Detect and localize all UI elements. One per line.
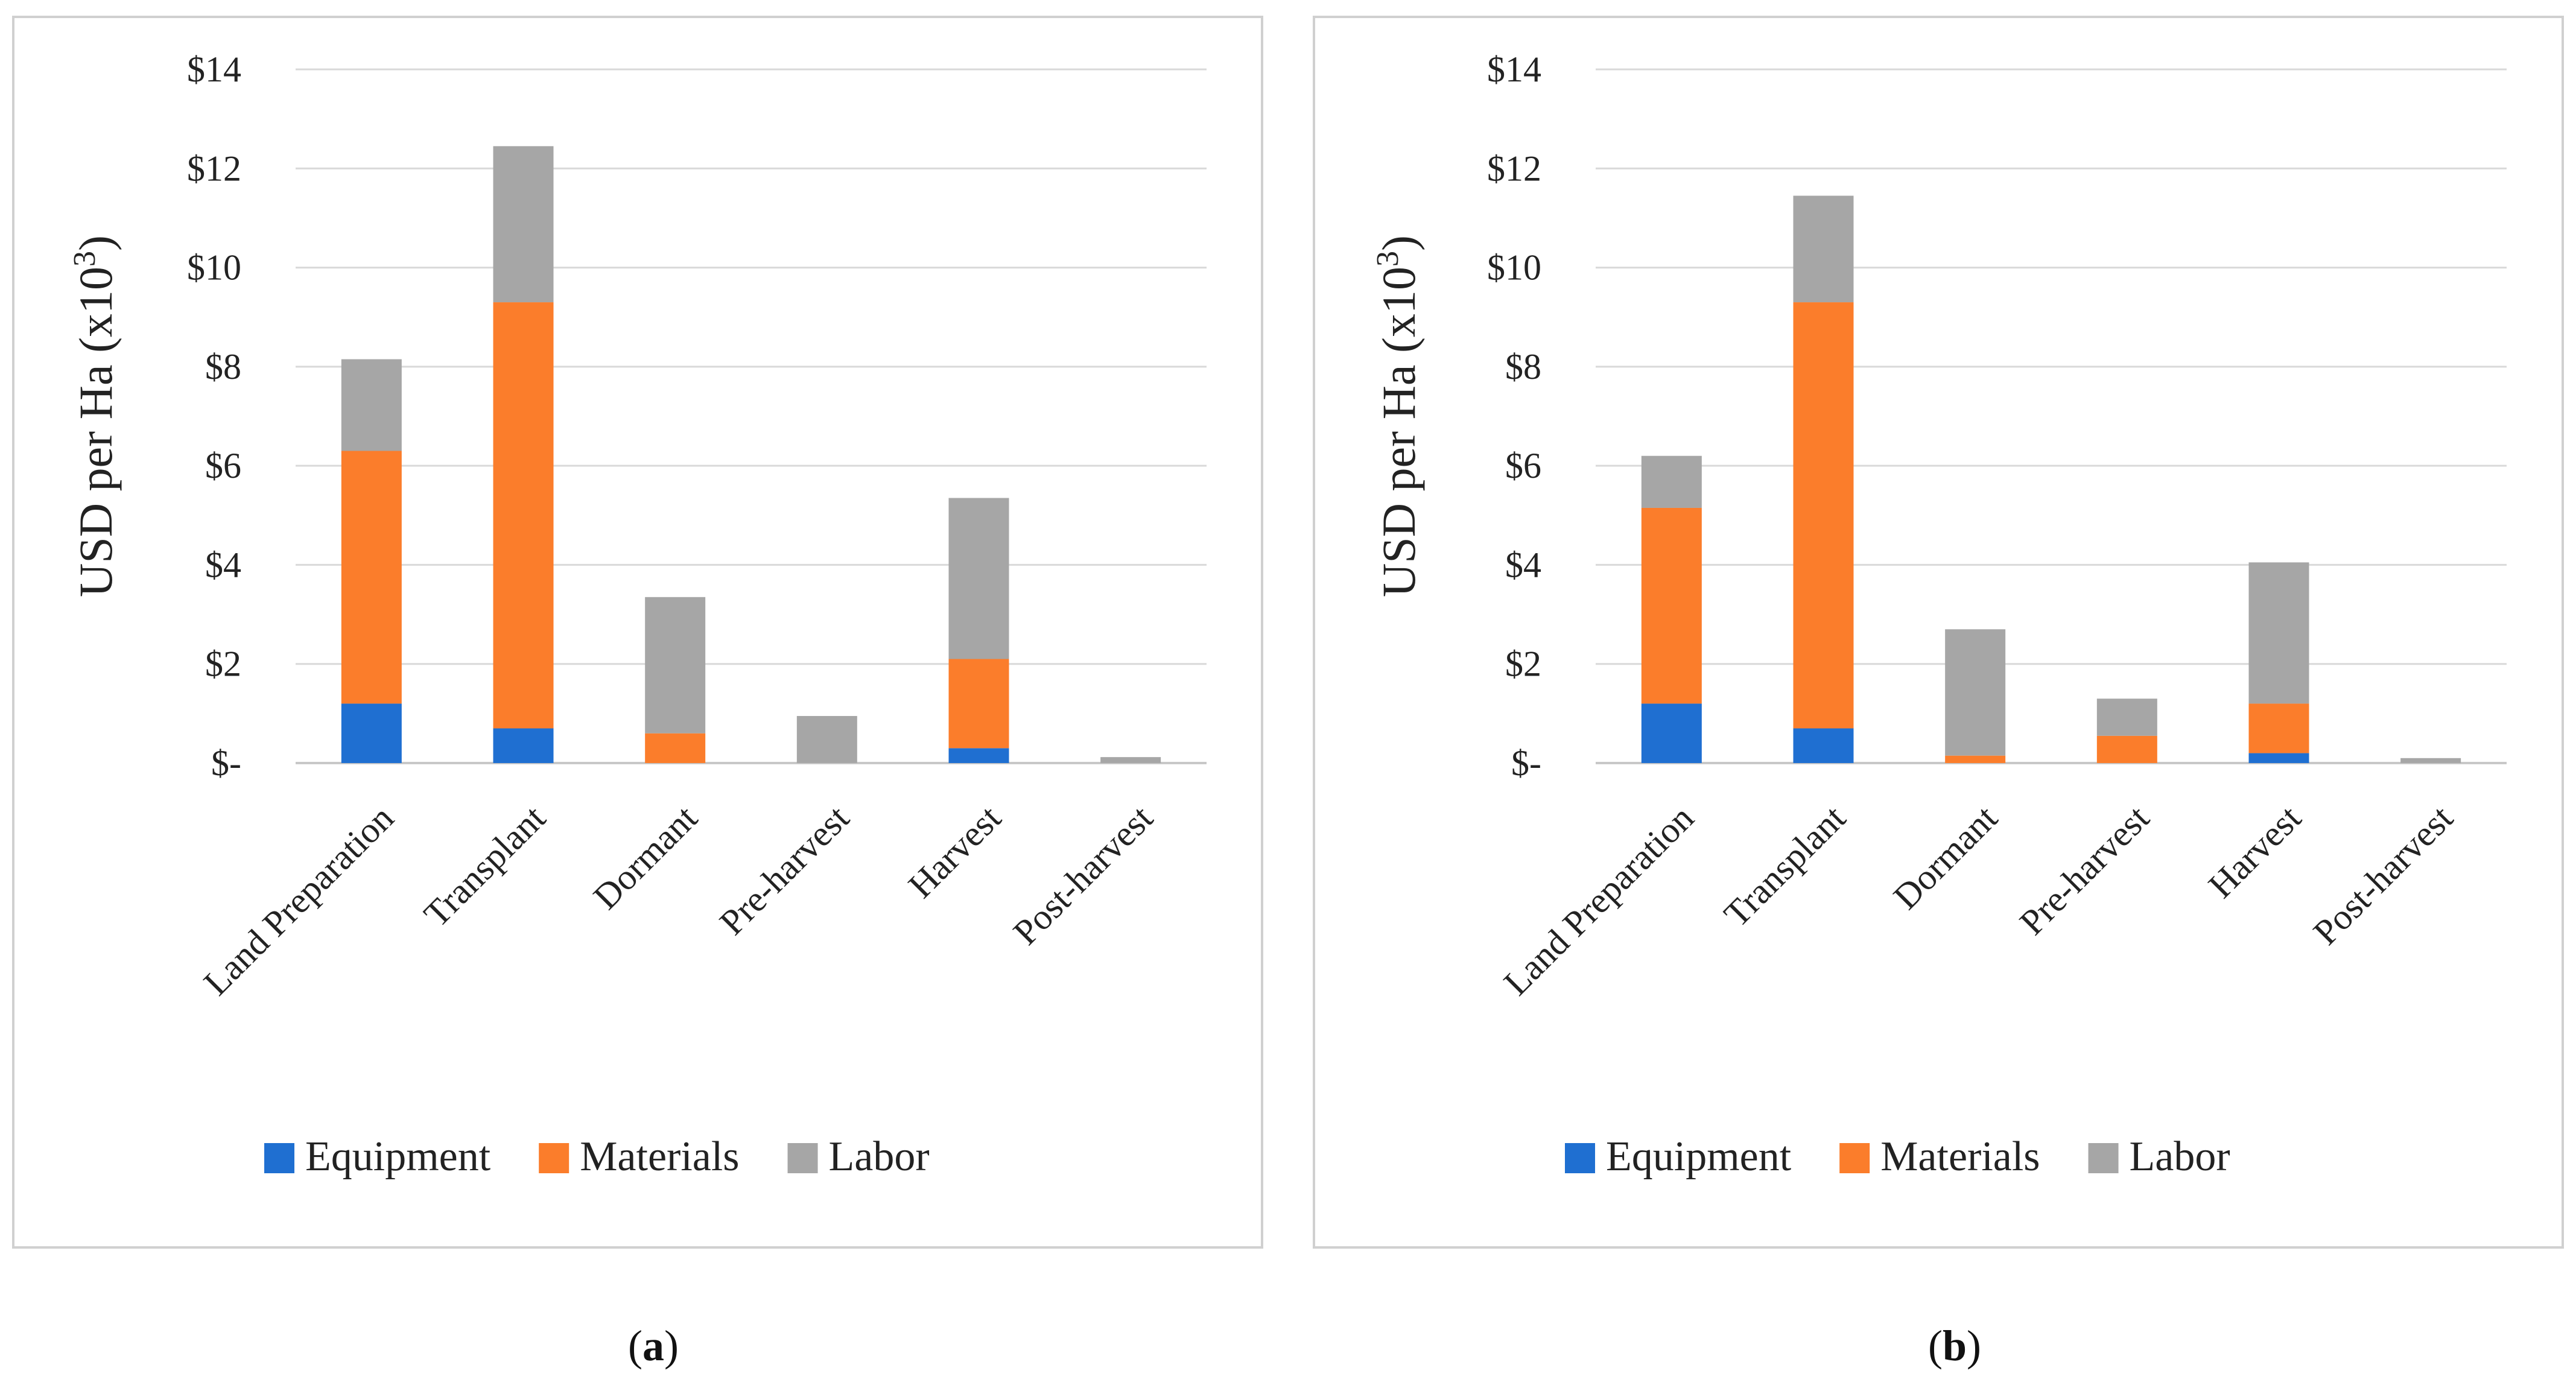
y-tick-label: $8 (205, 347, 241, 387)
y-tick-label: $2 (205, 644, 241, 684)
y-tick-label: $4 (205, 545, 241, 585)
bar-segment-materials (948, 659, 1009, 749)
bar-segment-labor (2400, 758, 2461, 763)
legend-label-labor: Labor (2130, 1133, 2230, 1180)
chart-frame (12, 16, 1263, 1249)
panel-caption: (a) (628, 1322, 679, 1370)
legend-swatch-materials (539, 1143, 569, 1173)
x-tick-label: Post-harvest (1006, 797, 1161, 952)
x-tick-label: Pre-harvest (2012, 797, 2157, 942)
x-tick-label: Transplant (416, 797, 553, 934)
bar-segment-labor (1100, 757, 1161, 763)
bar-segment-labor (1641, 455, 1702, 508)
legend-swatch-materials (1839, 1143, 1870, 1173)
bar-segment-labor (341, 359, 402, 451)
bar-segment-materials (2096, 735, 2157, 763)
bar-segment-labor (2096, 699, 2157, 736)
y-tick-label: $2 (1505, 644, 1541, 684)
legend-label-materials: Materials (1880, 1133, 2040, 1180)
bar-segment-labor (1945, 629, 2006, 756)
x-tick-label: Harvest (901, 797, 1009, 905)
legend-label-equipment: Equipment (1606, 1133, 1792, 1180)
bar-segment-labor (645, 597, 706, 734)
bar-segment-materials (2248, 703, 2309, 753)
y-tick-label: $10 (187, 248, 241, 288)
bar-segment-equipment (2248, 753, 2309, 763)
bar-segment-labor (948, 498, 1009, 659)
chart-panel-b: $- $2 $4 $6 $8 $10 $12 $14 USD per Ha (x103) Land… (1313, 16, 2564, 1370)
chart-frame (1313, 16, 2564, 1249)
legend-label-labor: Labor (829, 1133, 930, 1180)
x-tick-label: Harvest (2201, 797, 2309, 905)
y-tick-label: $14 (187, 49, 241, 89)
bar-segment-materials (1945, 755, 2006, 763)
x-tick-label: Land Preparation (1496, 798, 1701, 1003)
legend-label-materials: Materials (580, 1133, 739, 1180)
bar-segment-materials (341, 451, 402, 704)
bar-segment-equipment (1793, 728, 1854, 763)
bar-segment-labor (493, 146, 554, 303)
bar-segment-equipment (341, 703, 402, 763)
y-tick-label: $4 (1505, 545, 1541, 585)
y-tick-label: $14 (1487, 49, 1541, 89)
bar-segment-materials (1793, 302, 1854, 729)
y-tick-label: $8 (1505, 347, 1541, 387)
panel-caption: (b) (1928, 1322, 1981, 1370)
bar-segment-equipment (1641, 703, 1702, 763)
y-axis-label: USD per Ha (x103) (68, 235, 122, 597)
chart-panel-a: $- $2 $4 $6 $8 $10 $12 $14 USD per Ha (x103) Land… (12, 16, 1263, 1370)
x-tick-label: Pre-harvest (712, 797, 857, 942)
legend-swatch-equipment (1565, 1143, 1595, 1173)
y-tick-label: $6 (1505, 446, 1541, 486)
y-tick-label: $12 (187, 148, 241, 188)
y-tick-label: $- (211, 743, 241, 783)
x-tick-label: Dormant (586, 797, 705, 917)
y-axis-label: USD per Ha (x103) (1371, 235, 1425, 597)
legend-swatch-labor (2088, 1143, 2119, 1173)
y-tick-label: $6 (205, 446, 241, 486)
x-tick-label: Transplant (1716, 797, 1853, 934)
legend-label-equipment: Equipment (305, 1133, 491, 1180)
bar-segment-materials (493, 302, 554, 729)
y-tick-label: $10 (1487, 248, 1541, 288)
y-tick-label: $12 (1487, 148, 1541, 188)
bar-segment-equipment (493, 728, 554, 763)
bar-segment-equipment (948, 748, 1009, 763)
y-tick-label: $- (1511, 743, 1541, 783)
bar-segment-materials (645, 733, 706, 763)
legend-swatch-equipment (264, 1143, 294, 1173)
bar-segment-materials (1641, 507, 1702, 704)
legend-swatch-labor (787, 1143, 818, 1173)
x-tick-label: Post-harvest (2306, 797, 2461, 952)
x-tick-label: Dormant (1886, 797, 2005, 917)
bar-segment-labor (1793, 195, 1854, 303)
x-tick-label: Land Preparation (196, 798, 401, 1003)
bar-segment-labor (796, 715, 857, 763)
bar-segment-labor (2248, 562, 2309, 704)
